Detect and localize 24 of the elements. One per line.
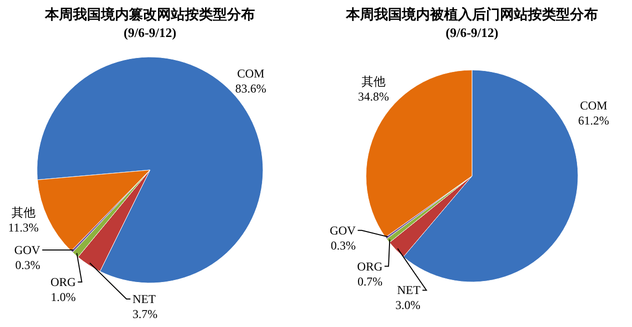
slice-label: COM <box>580 98 608 112</box>
data-label: 3.7% <box>132 306 158 321</box>
slice-label: ORG <box>357 259 383 274</box>
data-label: 3.0% <box>395 298 420 312</box>
chart-subtitle: (9/6-9/12) <box>446 25 498 40</box>
slice-label: 其他 <box>362 74 386 88</box>
data-label: 61.2% <box>578 113 610 128</box>
data-label: 11.3% <box>8 220 39 235</box>
slice-label: NET <box>397 283 422 298</box>
chart-subtitle: (9/6-9/12) <box>124 25 176 40</box>
data-label: 83.6% <box>235 81 266 96</box>
data-label: 0.3% <box>15 258 40 272</box>
data-label: 34.8% <box>358 89 390 104</box>
slice-label: GOV <box>14 243 41 258</box>
slice-label: 其他 <box>11 206 36 220</box>
data-label: 0.3% <box>330 238 356 252</box>
slice-label: NET <box>132 292 156 306</box>
data-label: 0.7% <box>358 274 383 288</box>
slice-label: GOV <box>330 223 356 238</box>
data-label: 1.0% <box>50 290 76 304</box>
slice-label: ORG <box>50 274 76 289</box>
chart-title: 本周我国境内篡改网站按类型分布 <box>44 6 255 23</box>
chart-title: 本周我国境内被植入后门网站按类型分布 <box>345 6 598 23</box>
slice-label: COM <box>237 66 265 80</box>
